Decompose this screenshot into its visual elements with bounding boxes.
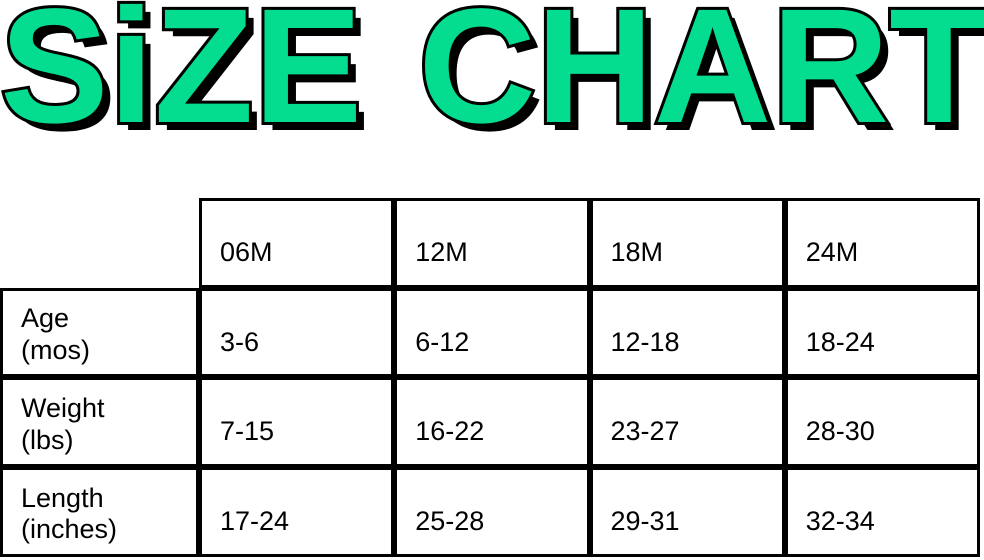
- svg-text:SiZECHART: SiZE CHART: [0, 0, 984, 157]
